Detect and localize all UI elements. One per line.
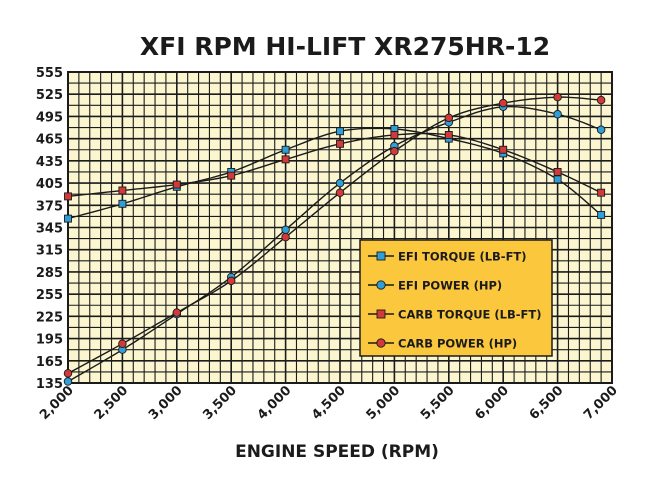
data-point [63,369,73,378]
chart-title: XFI RPM HI-LIFT XR275HR-12 [140,32,550,61]
y-tick-label: 345 [36,222,63,237]
data-point [172,308,182,317]
y-tick-label: 285 [36,266,63,281]
x-tick-label: 3,500 [200,383,240,423]
data-point [281,145,290,154]
series-3 [64,130,606,201]
x-tick-label: 2,500 [92,383,132,423]
data-point [390,130,399,139]
data-point [64,214,72,223]
legend-marker [376,309,386,319]
data-point [390,146,399,156]
series-layer [63,92,606,386]
data-point [553,92,562,102]
data-point [597,188,606,197]
data-point [335,178,345,188]
x-tick-label: 4,500 [309,383,349,423]
data-point [118,199,127,208]
data-point [281,232,290,242]
data-point [281,225,290,234]
legend-item: EFI TORQUE (LB-FT) [368,250,527,264]
series-4 [63,92,606,378]
data-point [336,139,344,148]
data-point [118,186,127,195]
data-point [336,127,344,136]
data-point [226,276,236,286]
data-point [63,377,73,386]
data-point [172,180,181,189]
legend-item: CARB TORQUE (LB-FT) [368,308,542,322]
y-tick-label: 525 [36,88,63,103]
x-tick-label: 3,000 [146,383,186,423]
legend-label: CARB TORQUE (LB-FT) [398,308,542,322]
legend-marker [376,251,386,261]
x-tick-label: 5,000 [364,383,404,423]
data-point [499,145,508,154]
x-tick-label: 7,000 [581,383,621,423]
y-tick-label: 405 [36,177,63,192]
data-point [444,130,453,139]
y-tick-label: 435 [36,155,63,170]
legend-label: EFI TORQUE (LB-FT) [398,250,527,264]
legend-box [359,239,553,357]
data-point [553,168,562,176]
data-point [444,113,454,123]
y-tick-label: 255 [36,288,63,303]
x-axis-label: ENGINE SPEED (RPM) [235,442,439,462]
data-point [335,188,345,197]
data-point [553,109,562,119]
y-axis-ticks: 555 525 495 465 435 405 375 345 315 285 255 225 195 1… [36,66,63,392]
y-tick-label: 225 [36,310,63,325]
data-point [596,95,606,105]
x-tick-label: 6,000 [472,383,512,423]
y-tick-label: 165 [36,355,63,370]
data-point [498,98,508,108]
y-tick-label: 375 [36,199,63,214]
data-point [118,339,127,349]
data-point [227,171,236,180]
data-point [64,192,72,201]
data-point [597,210,606,219]
x-tick-label: 6,500 [527,383,567,423]
legend-marker [376,280,386,290]
legend: EFI TORQUE (LB-FT) EFI POWER (HP) CARB TOR… [359,239,553,357]
data-point [281,155,290,164]
plot-border [67,71,613,384]
y-tick-label: 465 [36,133,63,148]
y-tick-label: 555 [36,66,63,81]
legend-item: EFI POWER (HP) [368,279,502,293]
x-axis-ticks: 2,000 2,500 3,000 3,500 4,000 4,500 5,000 5,500… [37,383,621,423]
x-tick-label: 5,500 [418,383,458,423]
x-tick-label: 4,000 [255,383,295,423]
legend-label: EFI POWER (HP) [398,279,502,293]
legend-item: CARB POWER (HP) [368,337,517,351]
y-tick-label: 495 [36,110,63,125]
y-tick-label: 135 [36,377,63,392]
legend-label: CARB POWER (HP) [398,337,517,351]
y-tick-label: 315 [36,244,63,259]
legend-marker [376,338,386,348]
data-point [596,125,606,135]
y-tick-label: 195 [36,333,63,348]
data-point [553,175,562,184]
